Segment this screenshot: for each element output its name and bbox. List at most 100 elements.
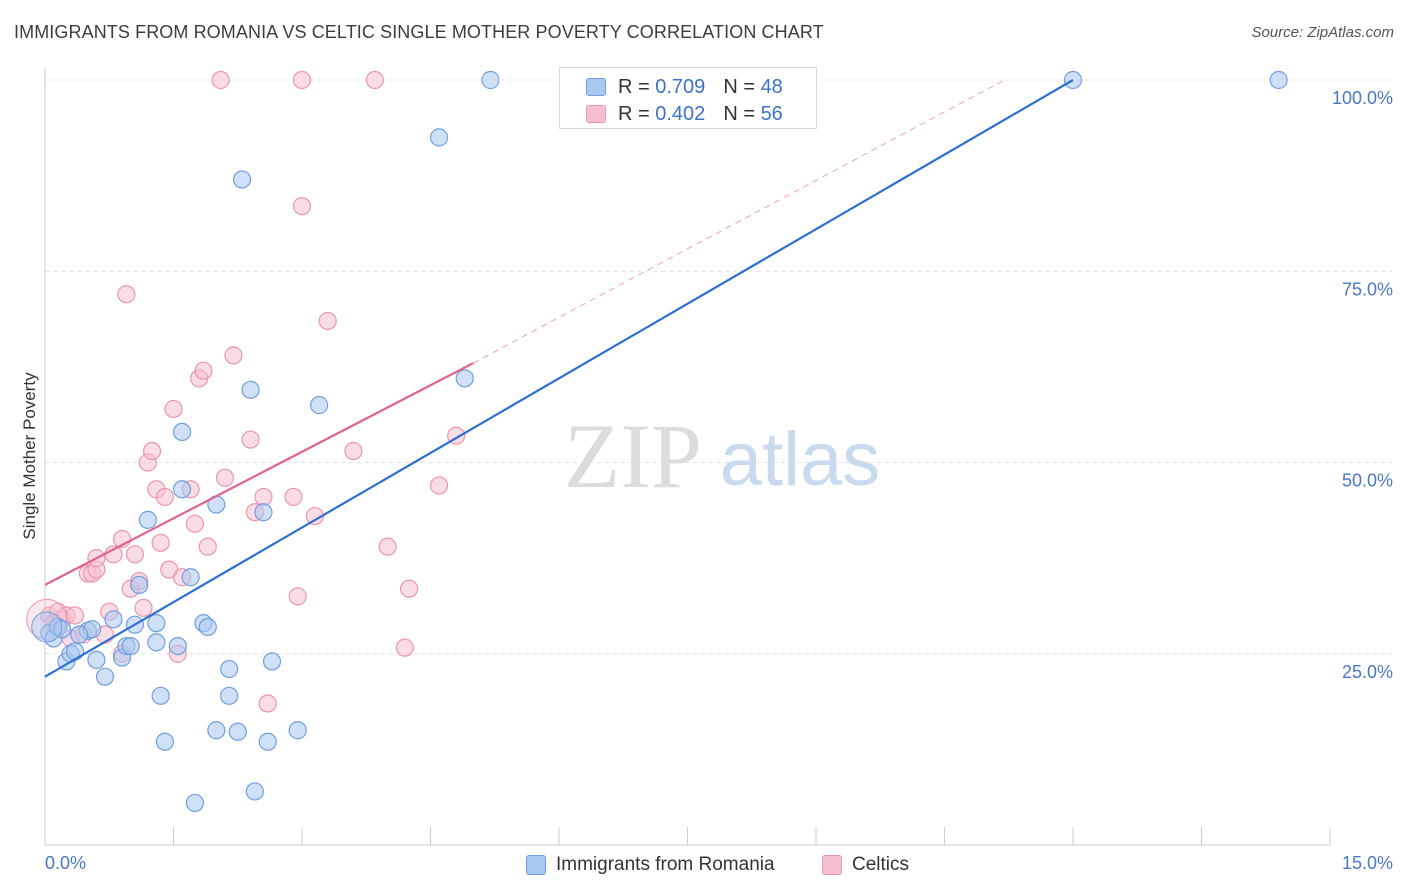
data-point-romania <box>151 686 170 705</box>
data-point-romania <box>232 170 252 189</box>
legend-r-value-celtics: 0.402 <box>655 102 706 125</box>
data-point-romania <box>262 652 282 671</box>
watermark-zip: ZIP <box>564 405 702 507</box>
data-point-romania <box>130 575 149 595</box>
bottom-legend-swatch-romania <box>526 855 546 875</box>
data-point-celtics <box>155 487 175 507</box>
legend-swatch-celtics <box>586 105 606 123</box>
data-point-celtics <box>429 476 449 495</box>
data-point-romania <box>288 721 307 740</box>
y-tick-label: 25.0% <box>1342 662 1393 682</box>
data-point-celtics <box>258 694 277 713</box>
data-point-celtics <box>194 361 213 380</box>
data-point-romania <box>258 732 277 751</box>
trend-line-celtics-extension <box>473 79 1005 364</box>
data-point-celtics <box>125 545 145 564</box>
data-point-romania <box>1269 70 1288 90</box>
chart-title: IMMIGRANTS FROM ROMANIA VS CELTIC SINGLE… <box>14 22 824 42</box>
source-label: Source: ZipAtlas.com <box>1251 24 1394 41</box>
data-point-celtics <box>395 638 414 657</box>
trend-lines <box>44 79 1074 678</box>
series-romania-points <box>31 70 1288 813</box>
y-tick-label: 50.0% <box>1342 471 1393 491</box>
legend-row-romania: R = 0.709 N = 48 <box>586 74 783 100</box>
x-tick-label-max: 15.0% <box>1342 853 1393 873</box>
trend-line-romania <box>44 79 1074 678</box>
data-point-celtics <box>254 487 273 507</box>
data-point-romania <box>53 620 72 639</box>
data-point-celtics <box>215 468 234 487</box>
data-point-romania <box>147 614 166 633</box>
data-point-celtics <box>224 346 243 365</box>
data-point-romania <box>185 793 205 813</box>
bottom-legend-label-celtics: Celtics <box>852 854 910 875</box>
data-point-celtics <box>241 430 260 449</box>
data-point-romania <box>172 480 192 499</box>
data-point-celtics <box>288 587 307 606</box>
trend-line-celtics <box>44 362 474 586</box>
legend-swatch-romania <box>586 78 606 96</box>
data-point-celtics <box>211 70 230 90</box>
data-point-romania <box>87 650 106 669</box>
data-point-celtics <box>134 598 153 617</box>
bottom-legend-swatch-celtics <box>822 855 842 875</box>
legend-n-label: N = <box>723 102 755 125</box>
data-point-romania-cluster <box>31 611 63 643</box>
tick-labels: 25.0% 50.0% 75.0% 100.0% 0.0% 15.0% <box>45 88 1393 873</box>
data-point-celtics <box>65 606 85 625</box>
data-point-celtics <box>117 285 136 304</box>
data-point-celtics <box>318 311 337 331</box>
data-point-celtics <box>284 487 303 507</box>
data-point-romania <box>168 636 187 656</box>
data-point-celtics <box>185 514 205 533</box>
legend-n-value-romania: 48 <box>760 75 783 98</box>
data-point-romania <box>70 625 89 644</box>
legend-r-label: R = <box>618 102 650 125</box>
data-point-romania <box>220 659 239 679</box>
data-point-celtics <box>198 537 217 556</box>
data-point-romania <box>172 422 192 441</box>
legend-n-label: N = <box>723 75 755 98</box>
data-point-celtics <box>344 441 363 461</box>
correlation-legend: R = 0.709 N = 48 R = 0.402 N = 56 <box>559 67 817 129</box>
legend-row-celtics: R = 0.402 N = 56 <box>586 101 783 127</box>
data-point-romania <box>198 617 217 637</box>
data-point-romania <box>254 503 273 522</box>
bottom-legend-romania: Immigrants from Romania <box>526 852 775 878</box>
data-point-romania <box>310 396 329 415</box>
data-point-romania <box>121 636 140 656</box>
data-point-celtics <box>399 579 419 598</box>
series-celtics-points <box>26 70 466 713</box>
data-point-romania <box>245 782 264 801</box>
axes <box>44 68 1331 846</box>
data-point-celtics <box>164 399 183 419</box>
data-point-celtics <box>142 441 162 461</box>
watermark-atlas: atlas <box>720 417 881 502</box>
bottom-legend-label-romania: Immigrants from Romania <box>556 854 775 875</box>
data-point-romania <box>429 128 449 147</box>
legend-r-label: R = <box>618 75 650 98</box>
legend-r-value-romania: 0.709 <box>655 75 706 98</box>
data-point-romania <box>228 722 247 741</box>
data-point-romania <box>155 732 175 751</box>
data-point-romania <box>104 610 123 629</box>
gridlines <box>45 79 1392 655</box>
data-point-romania <box>138 510 157 529</box>
data-point-romania <box>220 686 239 705</box>
data-point-celtics <box>151 533 170 552</box>
data-point-celtics <box>292 70 312 90</box>
data-point-celtics <box>292 197 312 216</box>
data-point-romania <box>455 369 474 388</box>
watermark: ZIP atlas <box>564 405 880 507</box>
x-tick-label-min: 0.0% <box>45 853 86 873</box>
data-point-celtics <box>365 70 384 90</box>
data-point-romania <box>65 642 85 661</box>
data-point-romania <box>207 721 226 740</box>
y-tick-label: 75.0% <box>1342 279 1393 299</box>
data-point-romania <box>241 380 260 399</box>
data-point-romania <box>181 568 200 587</box>
y-tick-label: 100.0% <box>1332 88 1393 108</box>
data-point-romania <box>481 70 500 90</box>
data-point-romania <box>147 633 166 652</box>
